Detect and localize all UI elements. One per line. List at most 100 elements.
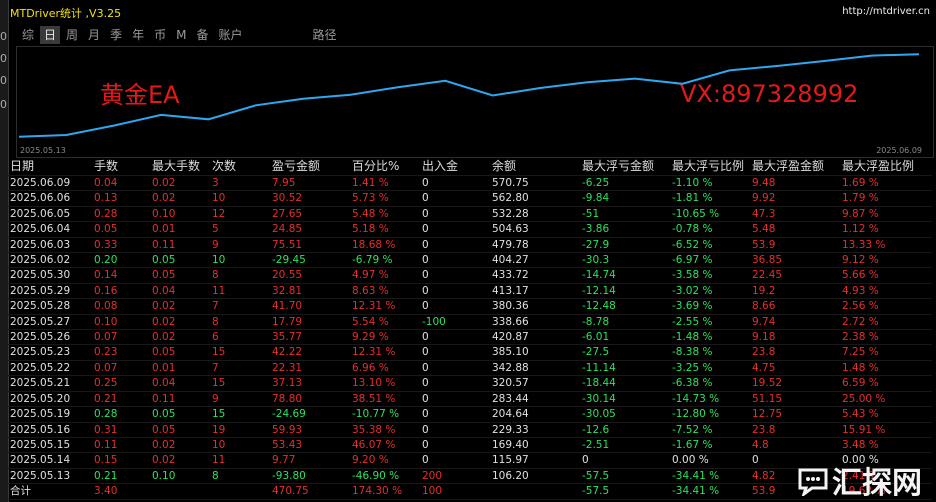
total-cell-4: 470.75 [272,483,352,500]
cell-出入金: 0 [422,406,492,423]
cell-盈亏金额: 53.43 [272,437,352,454]
table-row[interactable]: 2025.05.20 0.21 0.11 9 78.80 38.51 % 0 283.44 -3… [8,391,932,408]
cell-最大手数: 0.02 [152,314,212,331]
table-row[interactable]: 2025.05.27 0.10 0.02 8 17.79 5.54 % -100 338.66… [8,314,932,331]
cell-最大浮盈金额: 4.75 [752,360,842,377]
cell-百分比%: 5.48 % [352,206,422,223]
tab-3[interactable]: 月 [88,28,101,42]
cell-最大浮亏比例: -6.52 % [672,237,752,254]
cell-百分比%: 18.68 % [352,237,422,254]
cell-最大浮盈比例: 15.91 % [842,422,932,438]
total-cell-2 [152,483,212,500]
cell-手数: 0.14 [94,267,152,284]
total-cell-8: -57.5 [582,483,672,500]
table-row[interactable]: 2025.05.22 0.07 0.01 7 22.31 6.96 % 0 342.88 -11… [8,360,932,377]
watermark-text: 汇探网 [832,466,922,501]
column-header-6[interactable]: 出入金 [422,158,492,176]
cell-手数: 0.16 [94,283,152,300]
cell-手数: 0.21 [94,468,152,485]
tab-6[interactable]: 币 [154,28,167,42]
cell-最大手数: 0.01 [152,221,212,238]
tab-2[interactable]: 周 [66,28,79,42]
cell-最大浮亏比例: -1.48 % [672,329,752,346]
table-row[interactable]: 2025.05.26 0.07 0.02 6 35.77 9.29 % 0 420.87 -6.… [8,329,932,346]
column-header-4[interactable]: 盈亏金额 [272,158,352,176]
table-row[interactable]: 2025.05.14 0.15 0.02 11 9.77 9.20 % 0 115.97 0 0.… [8,452,932,469]
cell-出入金: 0 [422,190,492,207]
cell-出入金: 0 [422,422,492,438]
cell-日期: 2025.05.27 [8,314,94,331]
table-row[interactable]: 2025.05.30 0.14 0.05 8 20.55 4.97 % 0 433.72 -14… [8,267,932,284]
cell-手数: 0.28 [94,406,152,423]
tab-7[interactable]: M [176,28,187,42]
cell-次数: 3 [212,175,272,192]
cell-次数: 15 [212,406,272,423]
cell-最大浮亏金额: -2.51 [582,437,672,454]
tab-8[interactable]: 备 [196,28,209,42]
cell-余额: 342.88 [492,360,582,377]
cell-盈亏金额: 20.55 [272,267,352,284]
column-header-10[interactable]: 最大浮盈金额 [752,158,842,176]
table-row[interactable]: 2025.05.29 0.16 0.04 11 32.81 8.63 % 0 413.17 -1… [8,283,932,300]
cell-出入金: 0 [422,437,492,454]
cell-日期: 2025.05.19 [8,406,94,423]
table-row[interactable]: 2025.06.09 0.04 0.02 3 7.95 1.41 % 0 570.75 -6.2… [8,175,932,192]
cell-最大手数: 0.02 [152,452,212,469]
cell-最大浮亏金额: -51 [582,206,672,223]
cell-百分比%: 5.73 % [352,190,422,207]
tab-0[interactable]: 综 [22,28,35,42]
total-cell-1: 3.40 [94,483,152,500]
total-row: 合计 3.40 470.75 174.30 % 100 -57.5 -34.41 % 53.9… [8,483,932,500]
cell-日期: 2025.06.03 [8,237,94,254]
table-row[interactable]: 2025.06.06 0.13 0.02 10 30.52 5.73 % 0 562.80 -9… [8,190,932,207]
cell-最大浮亏金额: -30.05 [582,406,672,423]
table-row[interactable]: 2025.06.02 0.20 0.05 10 -29.45 -6.79 % 0 404.27… [8,252,932,269]
cell-余额: 385.10 [492,344,582,361]
cell-最大手数: 0.04 [152,375,212,392]
cell-最大浮盈金额: 5.48 [752,221,842,238]
column-header-8[interactable]: 最大浮亏金额 [582,158,672,176]
table-row[interactable]: 2025.05.15 0.11 0.02 10 53.43 46.07 % 0 169.40-… [8,437,932,454]
cell-出入金: 0 [422,175,492,192]
column-header-2[interactable]: 最大手数 [152,158,212,176]
column-header-3[interactable]: 次数 [212,158,272,176]
website-link[interactable]: http://mtdriver.cn [842,6,930,17]
cell-盈亏金额: 7.95 [272,175,352,192]
column-header-0[interactable]: 日期 [8,158,94,176]
table-row[interactable]: 2025.05.28 0.08 0.02 7 41.70 12.31 % 0 380.36 -1… [8,298,932,315]
cell-最大浮亏金额: -3.86 [582,221,672,238]
column-header-1[interactable]: 手数 [94,158,152,176]
table-row[interactable]: 2025.05.13 0.21 0.10 8 -93.80 -46.90 % 200 106.… [8,468,932,485]
table-row[interactable]: 2025.05.23 0.23 0.05 15 42.22 12.31 % 0 385.10-… [8,344,932,361]
table-row[interactable]: 2025.06.05 0.28 0.10 12 27.65 5.48 % 0 532.28 -5… [8,206,932,223]
column-header-9[interactable]: 最大浮亏比例 [672,158,752,176]
tab-9[interactable]: 账户 [218,28,243,42]
cell-盈亏金额: 9.77 [272,452,352,469]
column-header-5[interactable]: 百分比% [352,158,422,176]
cell-最大浮盈比例: 13.33 % [842,237,932,254]
cell-最大浮盈金额: 23.8 [752,422,842,438]
axis-glyph-3: 0 [0,74,7,87]
column-header-7[interactable]: 余额 [492,158,582,176]
tab-1[interactable]: 日 [40,26,61,44]
tab-4[interactable]: 季 [110,28,123,42]
cell-盈亏金额: 35.77 [272,329,352,346]
table-row[interactable]: 2025.05.21 0.25 0.04 15 37.13 13.10 % 0 320.57-… [8,375,932,392]
cell-日期: 2025.06.02 [8,252,94,269]
table-row[interactable]: 2025.05.16 0.31 0.05 19 59.93 35.38 % 0 229.33-… [8,422,932,438]
cell-最大浮盈比例: 9.12 % [842,252,932,269]
cell-余额: 532.28 [492,206,582,223]
cell-最大浮盈比例: 3.48 % [842,437,932,454]
total-cell-5: 174.30 % [352,483,422,500]
column-header-11[interactable]: 最大浮盈比例 [842,158,932,176]
cell-次数: 8 [212,267,272,284]
table-row[interactable]: 2025.06.03 0.33 0.11 9 75.51 18.68 % 0 479.78 -2… [8,237,932,254]
tab-5[interactable]: 年 [132,28,145,42]
cell-最大浮盈比例: 2.41 % [842,468,932,485]
cell-百分比%: -10.77 % [352,406,422,423]
cell-最大浮盈比例: 1.12 % [842,221,932,238]
table-row[interactable]: 2025.05.19 0.28 0.05 15 -24.69 -10.77 % 0 204.6… [8,406,932,423]
table-row[interactable]: 2025.06.04 0.05 0.01 5 24.85 5.18 % 0 504.63 -3.… [8,221,932,238]
tab-10[interactable]: 路径 [312,28,337,42]
cell-日期: 2025.06.05 [8,206,94,223]
